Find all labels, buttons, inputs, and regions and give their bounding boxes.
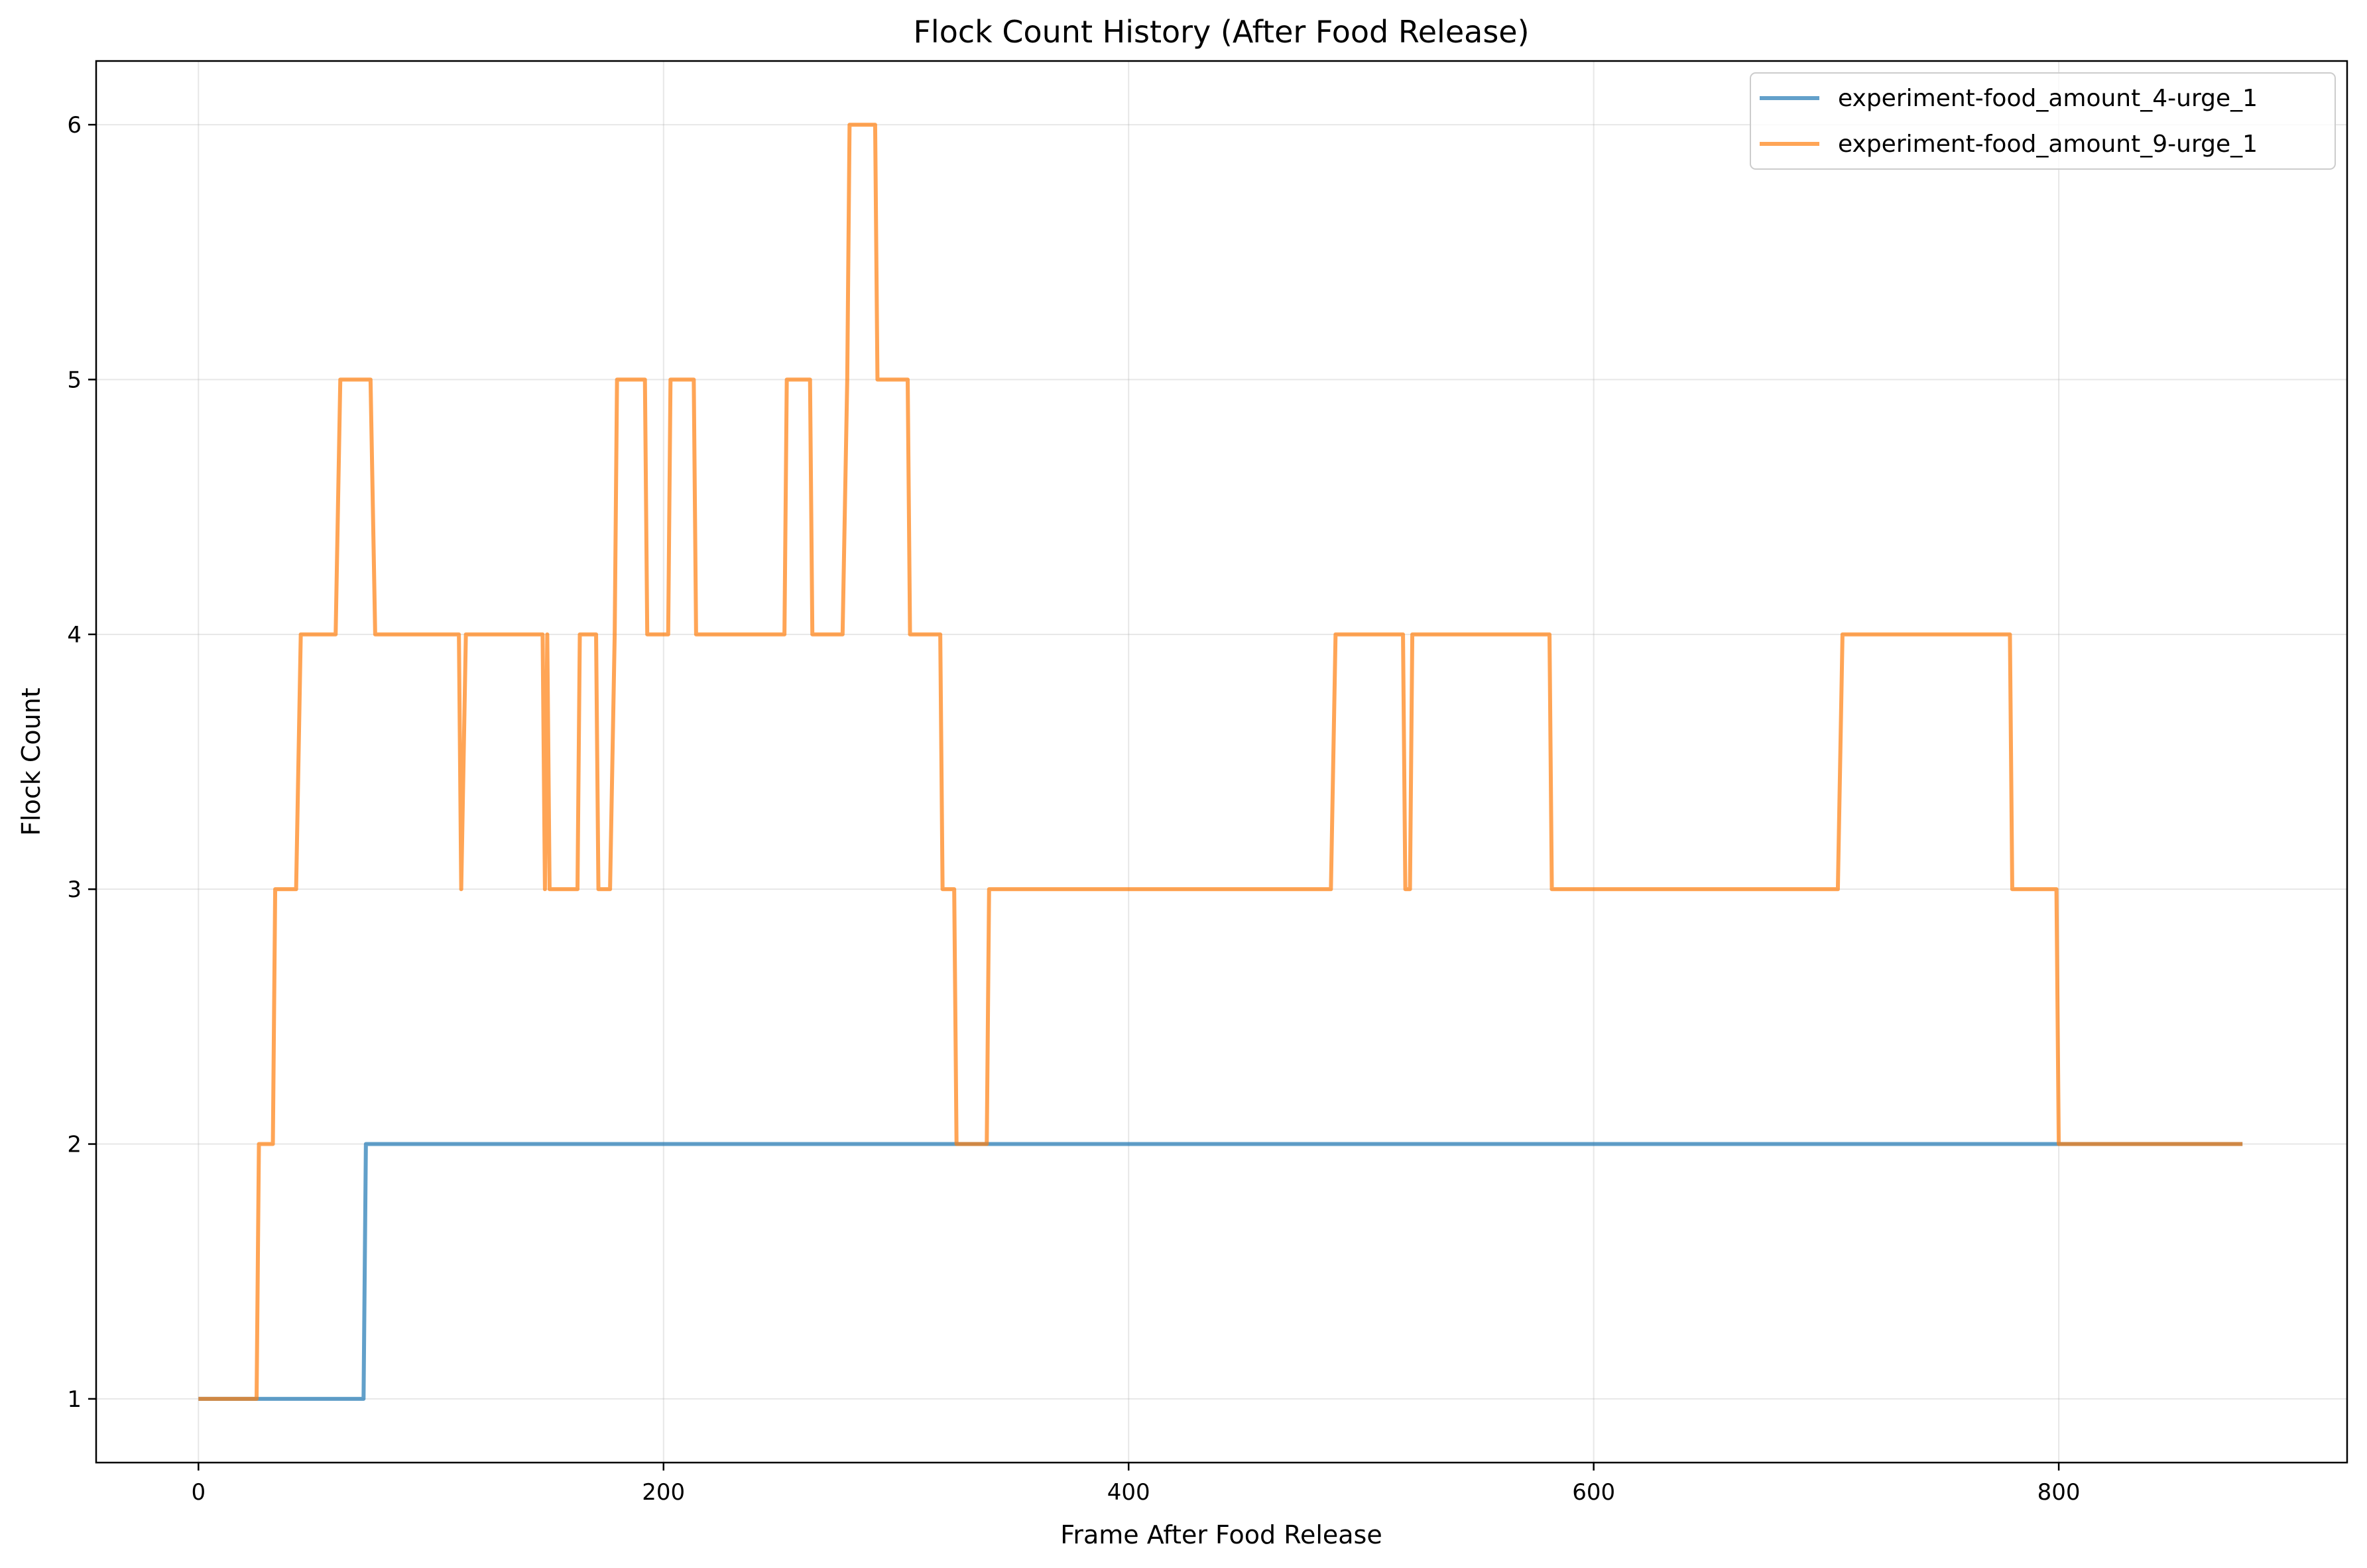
legend-label-series-2: experiment-food_amount_9-urge_1: [1838, 131, 2258, 158]
legend-label-series-1: experiment-food_amount_4-urge_1: [1838, 85, 2258, 112]
y-tick-label: 6: [67, 112, 82, 139]
series-line-1: [198, 1142, 2243, 1401]
legend: experiment-food_amount_4-urge_1 experime…: [1750, 72, 2336, 170]
y-axis-title: Flock Count: [17, 688, 46, 836]
plot-frame: [95, 60, 2348, 1464]
x-axis-ticks: 0 200 400 600 800: [191, 1463, 2081, 1506]
y-tick-label: 1: [67, 1386, 82, 1413]
legend-box: [1750, 72, 2336, 170]
y-tick-label: 2: [67, 1132, 82, 1158]
y-tick-label: 5: [67, 367, 82, 393]
x-tick-label: 400: [1107, 1479, 1150, 1506]
y-tick-label: 4: [67, 622, 82, 648]
series-line-2: [198, 123, 2243, 1401]
y-axis-ticks: 1 2 3 4 5 6: [67, 112, 96, 1413]
y-tick-label: 3: [67, 876, 82, 903]
series-lines: [198, 123, 2243, 1401]
x-tick-label: 800: [2037, 1479, 2081, 1506]
x-tick-label: 600: [1572, 1479, 1615, 1506]
x-axis-title: Frame After Food Release: [1060, 1520, 1382, 1549]
x-tick-label: 200: [642, 1479, 685, 1506]
x-tick-label: 0: [191, 1479, 206, 1506]
chart-title: Flock Count History (After Food Release): [913, 14, 1529, 50]
